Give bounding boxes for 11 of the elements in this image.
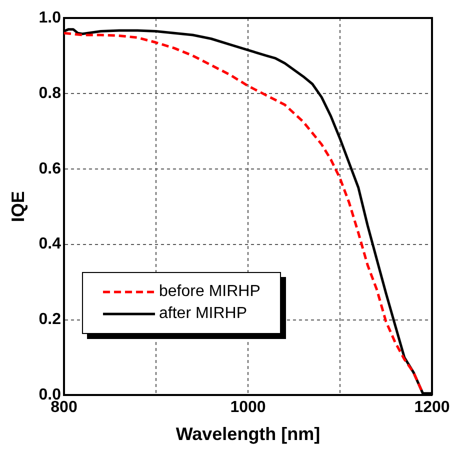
x-axis-title: Wavelength [nm]	[176, 424, 320, 444]
y-tick-label: 1.0	[38, 9, 62, 26]
x-tick-label: 1000	[230, 399, 266, 416]
y-tick-label: 0.4	[38, 236, 62, 253]
x-tick-label: 1200	[414, 399, 450, 416]
y-axis-title: IQE	[8, 191, 28, 222]
y-tick-label: 0.6	[38, 160, 62, 178]
legend-label: before MIRHP	[159, 282, 260, 302]
y-tick-label: 0.2	[38, 311, 62, 328]
legend-label: after MIRHP	[159, 304, 248, 324]
y-tick-label: 0.8	[38, 84, 62, 102]
